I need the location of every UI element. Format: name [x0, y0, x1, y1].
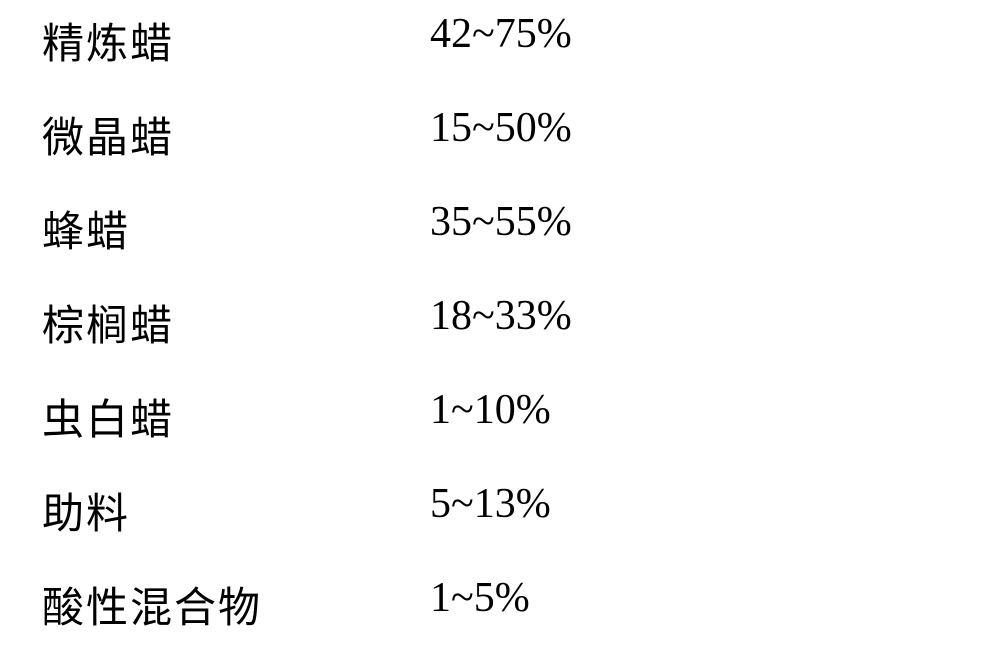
ingredient-label: 棕榈蜡	[42, 292, 174, 353]
ingredient-value: 1~10%	[430, 386, 551, 434]
ingredient-value: 15~50%	[430, 104, 572, 152]
ingredient-table: 精炼蜡 42~75% 微晶蜡 15~50% 蜂蜡 35~55% 棕榈蜡 18~3…	[0, 0, 1000, 670]
ingredient-label: 助料	[42, 480, 130, 541]
ingredient-label: 蜂蜡	[42, 198, 130, 259]
ingredient-label: 酸性混合物	[42, 574, 262, 635]
ingredient-value: 18~33%	[430, 292, 572, 340]
ingredient-value: 1~5%	[430, 574, 530, 622]
ingredient-label: 微晶蜡	[42, 104, 174, 165]
ingredient-value: 35~55%	[430, 198, 572, 246]
ingredient-label: 虫白蜡	[42, 386, 174, 447]
ingredient-label: 精炼蜡	[42, 10, 174, 71]
ingredient-value: 42~75%	[430, 10, 572, 58]
ingredient-value: 5~13%	[430, 480, 551, 528]
